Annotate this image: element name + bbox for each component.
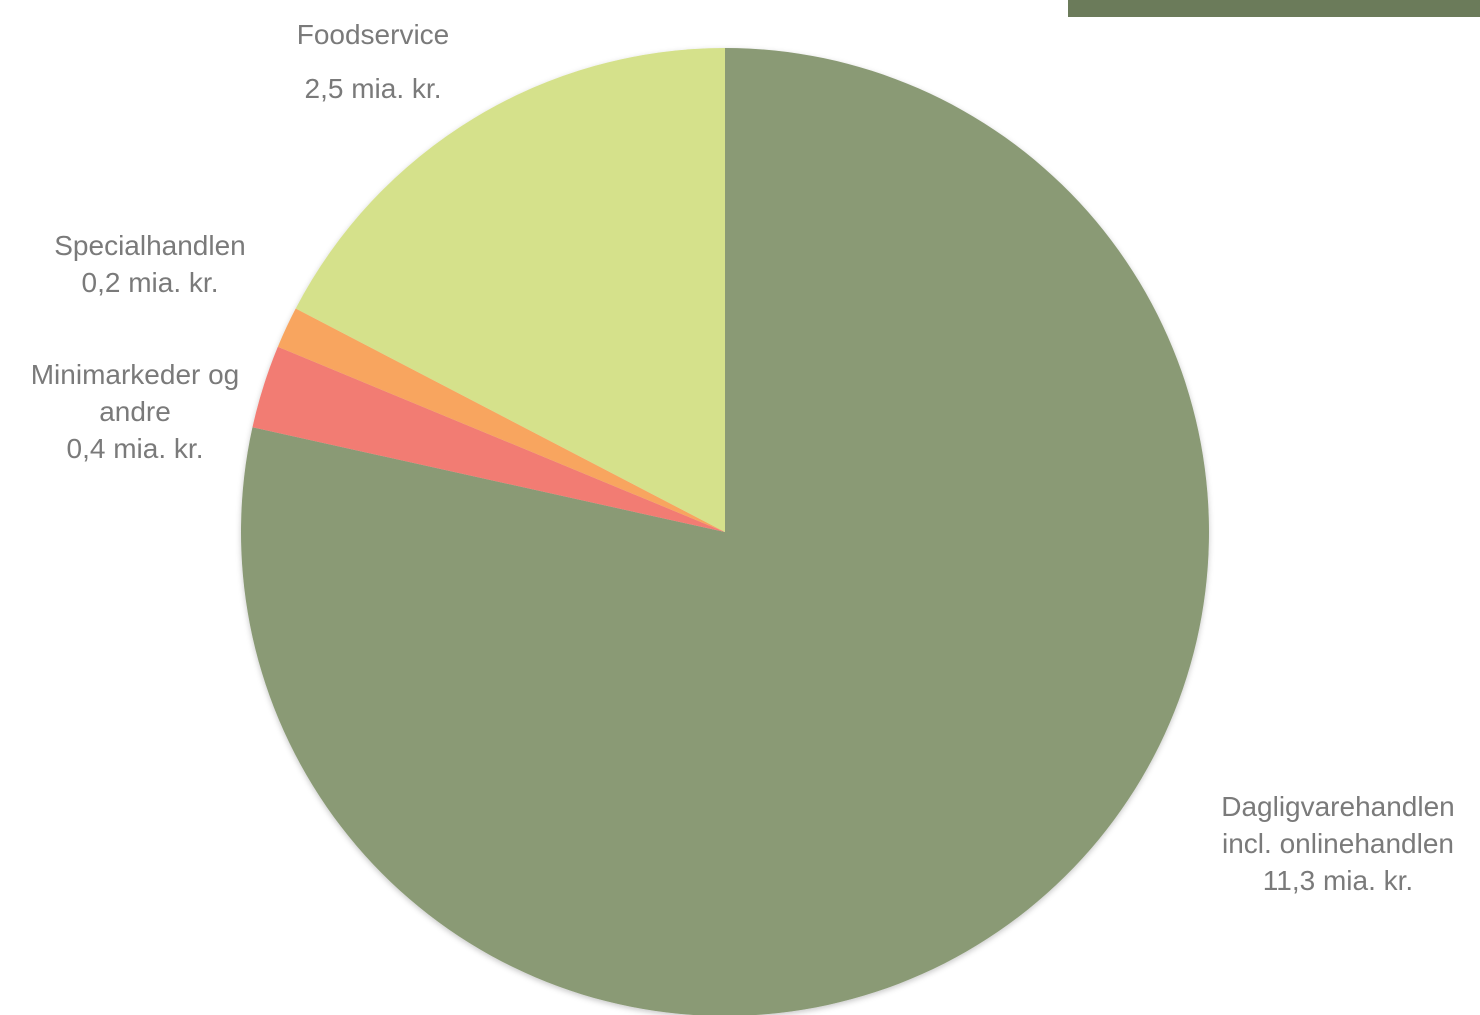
slice-label-line: Minimarkeder og bbox=[30, 359, 240, 390]
slice-value: 0,4 mia. kr. bbox=[66, 433, 204, 464]
pie-slice-foodservice bbox=[295, 48, 725, 532]
slice-label-foodservice: Foodservice 2,5 mia. kr. bbox=[238, 8, 508, 116]
slice-label-specialhandlen: Specialhandlen 0,2 mia. kr. bbox=[15, 227, 285, 301]
slice-label-minimarkeder: Minimarkeder og andre 0,4 mia. kr. bbox=[0, 356, 270, 467]
slice-label-line: Specialhandlen bbox=[54, 230, 246, 261]
pie-slice-dagligvarehandlen bbox=[241, 48, 1209, 1015]
pie-slice-minimarkeder bbox=[252, 346, 725, 532]
slice-label-line: andre bbox=[99, 396, 171, 427]
pie-slices bbox=[241, 48, 1209, 1015]
header-corner-band bbox=[1068, 0, 1480, 17]
slice-label-line: incl. onlinehandlen bbox=[1222, 828, 1454, 859]
slice-label-dagligvarehandlen: Dagligvarehandlen incl. onlinehandlen 11… bbox=[1188, 788, 1480, 899]
slice-value: 0,2 mia. kr. bbox=[81, 267, 219, 298]
slice-value: 2,5 mia. kr. bbox=[304, 73, 442, 104]
pie-slice-specialhandlen bbox=[277, 308, 725, 532]
slice-label-line: Foodservice bbox=[296, 19, 450, 50]
slice-value: 11,3 mia. kr. bbox=[1262, 865, 1414, 896]
slice-label-line: Dagligvarehandlen bbox=[1221, 791, 1455, 822]
